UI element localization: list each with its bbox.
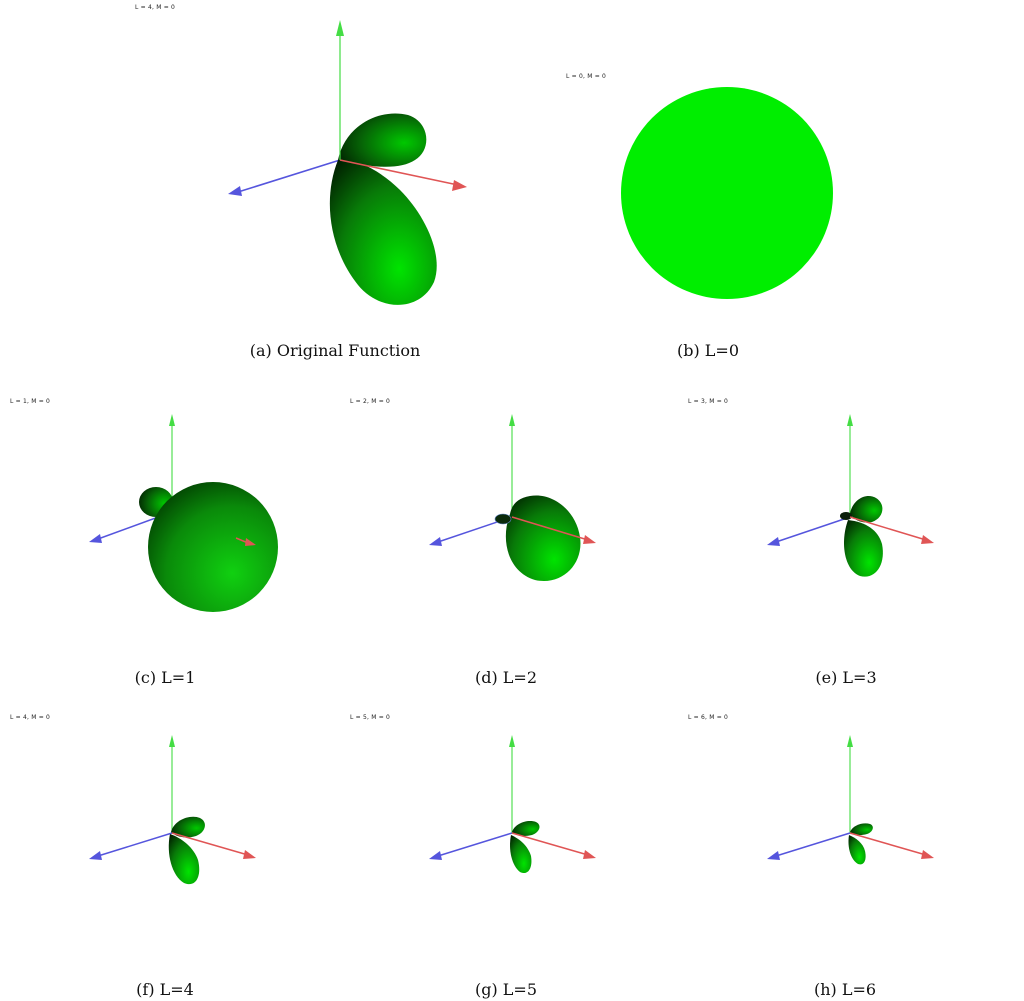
sphere <box>621 87 833 299</box>
caption-h: (h) L=6 <box>813 980 877 999</box>
render-label: L = 0, M = 0 <box>566 73 607 80</box>
harmonic-render <box>767 735 934 865</box>
caption-f: (f) L=4 <box>136 980 194 999</box>
caption-d: (d) L=2 <box>474 668 538 687</box>
harmonic-render <box>767 414 934 577</box>
main-lobe <box>505 495 581 581</box>
panel-f: L = 4, M = 0 (f) L=4 <box>0 708 340 1001</box>
render-label: L = 2, M = 0 <box>350 398 391 405</box>
upper-lobe <box>850 495 883 523</box>
lower-lobe <box>844 520 883 577</box>
render-label: L = 3, M = 0 <box>688 398 729 405</box>
main-lobe <box>148 482 278 612</box>
caption-e: (e) L=3 <box>815 668 877 687</box>
caption-b: (b) L=0 <box>676 341 740 360</box>
x-axis <box>339 159 459 186</box>
lower-lobe <box>168 834 200 885</box>
harmonic-render <box>429 414 596 581</box>
panel-b: L = 0, M = 0 (b) L=0 <box>520 0 1024 370</box>
x-axis-arrowhead <box>452 180 467 191</box>
render-label: L = 5, M = 0 <box>350 714 391 721</box>
panel-h: L = 6, M = 0 (h) L=6 <box>680 708 1024 1001</box>
lower-lobe <box>848 835 866 865</box>
panel-d: L = 2, M = 0 (d) L=2 <box>340 392 680 692</box>
lower-lobe <box>329 159 437 305</box>
harmonic-render <box>621 87 833 299</box>
caption-a: (a) Original Function <box>249 341 421 360</box>
render-label: L = 1, M = 0 <box>10 398 51 405</box>
harmonic-render <box>89 414 278 612</box>
upper-lobe <box>338 113 427 167</box>
upper-lobe <box>850 823 873 836</box>
upper-lobe <box>512 821 540 836</box>
caption-g: (g) L=5 <box>474 980 538 999</box>
render-label: L = 4, M = 0 <box>135 4 176 11</box>
caption-c: (c) L=1 <box>134 668 196 687</box>
harmonic-render <box>89 735 256 885</box>
z-axis <box>237 159 341 193</box>
panel-c: L = 1, M = 0 (c) L=1 <box>0 392 340 692</box>
panel-e: L = 3, M = 0 (e) L=3 <box>680 392 1024 692</box>
lower-lobe <box>510 835 532 874</box>
harmonic-render <box>429 735 596 874</box>
render-label: L = 4, M = 0 <box>10 714 51 721</box>
panel-g: L = 5, M = 0 (g) L=5 <box>340 708 680 1001</box>
small-lobe <box>840 512 852 520</box>
y-axis-arrowhead <box>336 20 344 36</box>
upper-lobe <box>171 816 205 838</box>
panel-a: L = 4, M = 0 (a) Original Function <box>0 0 520 370</box>
z-axis-arrowhead <box>228 186 242 196</box>
render-label: L = 6, M = 0 <box>688 714 729 721</box>
harmonic-render <box>228 20 467 305</box>
small-lobe <box>494 513 512 525</box>
